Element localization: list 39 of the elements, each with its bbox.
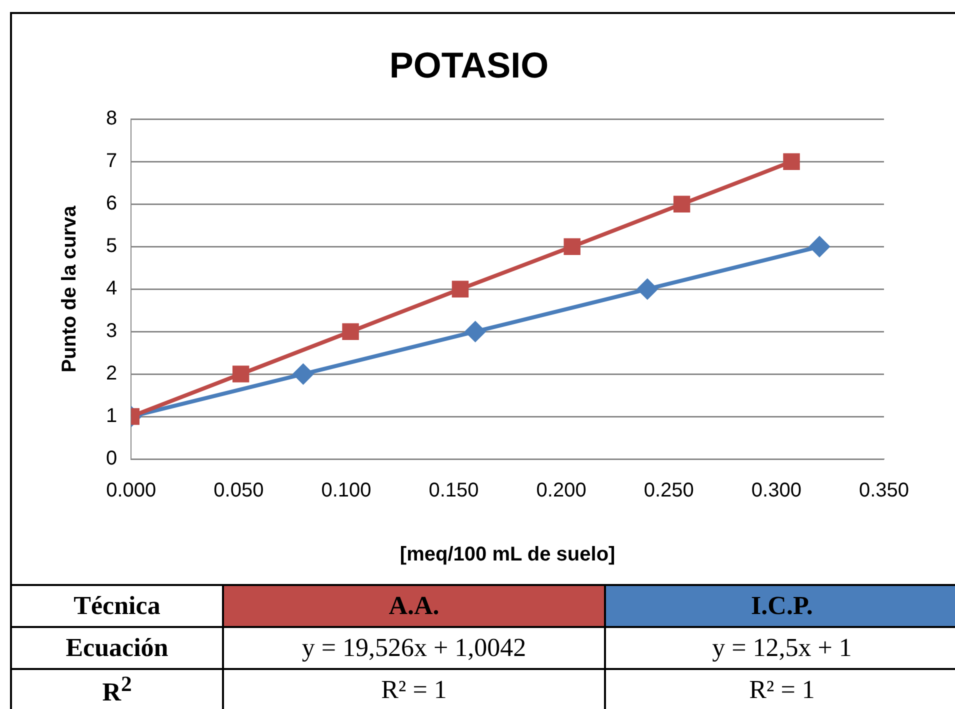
y-tick-label: 7 (106, 150, 118, 172)
text: Técnica (11, 585, 223, 627)
y-tick-label: 1 (106, 405, 118, 428)
text: R² = 1 (223, 669, 605, 709)
point (293, 364, 314, 384)
y-tick-label: 4 (106, 278, 118, 300)
text: R² = 1 (605, 669, 955, 709)
point (452, 280, 469, 298)
x-tick-label: 0.200 (536, 480, 586, 502)
point (564, 238, 580, 255)
y-tick-label: 3 (106, 320, 118, 342)
point (673, 196, 690, 213)
point (637, 279, 658, 300)
point (783, 153, 800, 170)
y-tick-label: 5 (106, 235, 118, 258)
y-tick-label: 6 (106, 192, 118, 215)
x-tick-label: 0.050 (214, 480, 264, 502)
x-tick-label: 0.350 (858, 480, 910, 502)
text: R$^{2}$ (11, 669, 223, 709)
text: A.A. (223, 585, 605, 627)
x-tick-label: 0.000 (106, 480, 156, 502)
point (809, 236, 830, 257)
text: Ecuación (11, 627, 223, 669)
x-tick-label: 0.100 (321, 480, 372, 502)
x-axis-title: [meq/100 mL de suelo] (400, 544, 616, 566)
y-axis-title: Punto de la curva (58, 204, 81, 372)
x-tick-label: 0.250 (644, 480, 694, 502)
point (465, 322, 486, 342)
text: y = 12,5x + 1 (605, 627, 955, 669)
x-tick-label: 0.300 (751, 480, 802, 502)
point (232, 366, 250, 382)
text: I.C.P. (605, 585, 955, 627)
y-tick-label: 8 (106, 108, 118, 130)
text: y = 19,526x + 1,0042 (223, 627, 605, 669)
y-tick-label: 2 (106, 362, 118, 385)
point (342, 323, 359, 340)
x-tick-label: 0.150 (428, 480, 479, 502)
y-tick-label: 0 (106, 448, 118, 470)
chart-title: POTASIO (389, 44, 549, 86)
